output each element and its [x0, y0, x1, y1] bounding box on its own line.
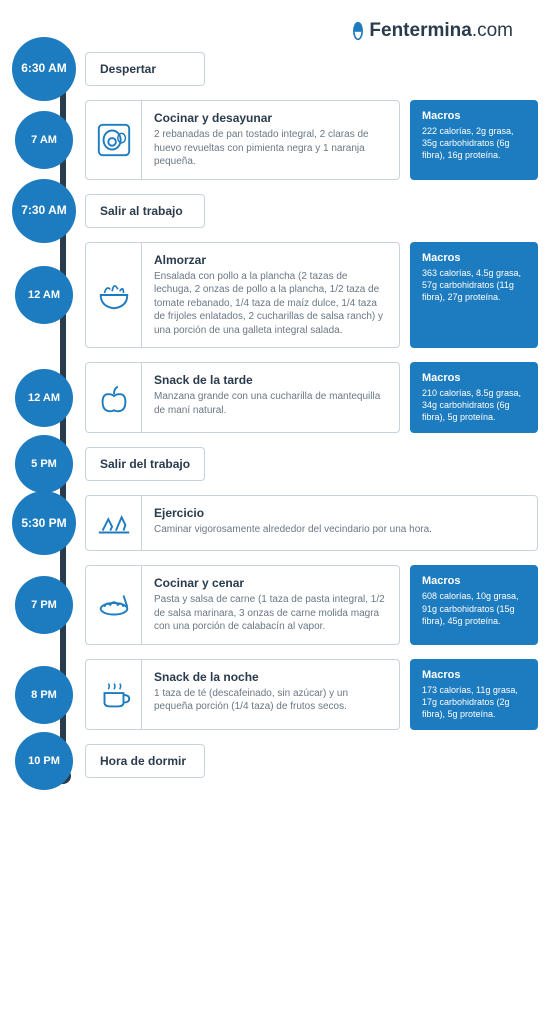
brand-logo: Fentermina.com	[351, 20, 513, 41]
tea-icon	[86, 660, 142, 729]
detail-card: Snack de la tarde Manzana grande con una…	[85, 362, 400, 433]
entry-desc: Manzana grande con una cucharilla de man…	[154, 390, 387, 417]
time-badge: 5 PM	[15, 435, 73, 493]
entry-desc: 1 taza de té (descafeinado, sin azúcar) …	[154, 687, 387, 714]
macros-text: 173 calorías, 11g grasa, 17g carbohidrat…	[422, 684, 526, 720]
entry-desc: Pasta y salsa de carne (1 taza de pasta …	[154, 593, 387, 634]
time-badge: 7:30 AM	[12, 179, 76, 243]
time-badge: 8 PM	[15, 666, 73, 724]
egg-icon	[86, 101, 142, 179]
entry-title: Ejercicio	[154, 506, 525, 520]
macros-text: 363 calorías, 4.5g grasa, 57g carbohidra…	[422, 267, 526, 303]
timeline-entry: 5:30 PM Ejercicio Caminar vigorosamente …	[65, 495, 538, 551]
brand-suffix: .com	[472, 20, 513, 41]
entry-desc: Caminar vigorosamente alrededor del veci…	[154, 523, 525, 537]
macros-text: 608 calorías, 10g grasa, 91g carbohidrat…	[422, 590, 526, 626]
timeline-entry: 10 PM Hora de dormir	[65, 744, 538, 778]
macros-title: Macros	[422, 669, 526, 681]
macros-title: Macros	[422, 575, 526, 587]
entry-title: Cocinar y cenar	[154, 576, 387, 590]
salad-icon	[86, 243, 142, 348]
detail-card: Almorzar Ensalada con pollo a la plancha…	[85, 242, 400, 349]
timeline: 6:30 AM Despertar 7 AM Cocinar y desayun…	[15, 52, 538, 778]
brand-name: Fentermina	[369, 20, 471, 41]
simple-label-card: Salir del trabajo	[85, 447, 205, 481]
detail-card: Cocinar y cenar Pasta y salsa de carne (…	[85, 565, 400, 645]
entry-desc: Ensalada con pollo a la plancha (2 tazas…	[154, 270, 387, 338]
entry-title: Cocinar y desayunar	[154, 111, 387, 125]
detail-card: Snack de la noche 1 taza de té (descafei…	[85, 659, 400, 730]
timeline-entry: 6:30 AM Despertar	[65, 52, 538, 86]
header: Fentermina.com	[15, 20, 538, 42]
entry-title: Almorzar	[154, 253, 387, 267]
detail-card: Cocinar y desayunar 2 rebanadas de pan t…	[85, 100, 400, 180]
timeline-entry: 7:30 AM Salir al trabajo	[65, 194, 538, 228]
time-badge: 12 AM	[15, 369, 73, 427]
simple-label-card: Hora de dormir	[85, 744, 205, 778]
simple-label-card: Salir al trabajo	[85, 194, 205, 228]
macros-card: Macros 222 calorías, 2g grasa, 35g carbo…	[410, 100, 538, 180]
timeline-entry: 12 AM Snack de la tarde Manzana grande c…	[65, 362, 538, 433]
entry-title: Snack de la noche	[154, 670, 387, 684]
macros-text: 210 calorías, 8.5g grasa, 34g carbohidra…	[422, 387, 526, 423]
entry-title: Snack de la tarde	[154, 373, 387, 387]
macros-card: Macros 608 calorías, 10g grasa, 91g carb…	[410, 565, 538, 645]
apple-icon	[86, 363, 142, 432]
entry-desc: 2 rebanadas de pan tostado integral, 2 c…	[154, 128, 387, 169]
simple-label-card: Despertar	[85, 52, 205, 86]
time-badge: 6:30 AM	[12, 37, 76, 101]
macros-title: Macros	[422, 252, 526, 264]
time-badge: 7 AM	[15, 111, 73, 169]
timeline-entry: 7 AM Cocinar y desayunar 2 rebanadas de …	[65, 100, 538, 180]
time-badge: 10 PM	[15, 732, 73, 790]
pill-icon	[351, 21, 365, 41]
timeline-entry: 5 PM Salir del trabajo	[65, 447, 538, 481]
walk-icon	[86, 496, 142, 550]
time-badge: 5:30 PM	[12, 491, 76, 555]
pasta-icon	[86, 566, 142, 644]
time-badge: 7 PM	[15, 576, 73, 634]
time-badge: 12 AM	[15, 266, 73, 324]
timeline-entry: 12 AM Almorzar Ensalada con pollo a la p…	[65, 242, 538, 349]
timeline-entry: 7 PM Cocinar y cenar Pasta y salsa de ca…	[65, 565, 538, 645]
timeline-entry: 8 PM Snack de la noche 1 taza de té (des…	[65, 659, 538, 730]
detail-card: Ejercicio Caminar vigorosamente alrededo…	[85, 495, 538, 551]
macros-title: Macros	[422, 110, 526, 122]
macros-card: Macros 210 calorías, 8.5g grasa, 34g car…	[410, 362, 538, 433]
macros-card: Macros 173 calorías, 11g grasa, 17g carb…	[410, 659, 538, 730]
macros-title: Macros	[422, 372, 526, 384]
macros-text: 222 calorías, 2g grasa, 35g carbohidrato…	[422, 125, 526, 161]
macros-card: Macros 363 calorías, 4.5g grasa, 57g car…	[410, 242, 538, 349]
